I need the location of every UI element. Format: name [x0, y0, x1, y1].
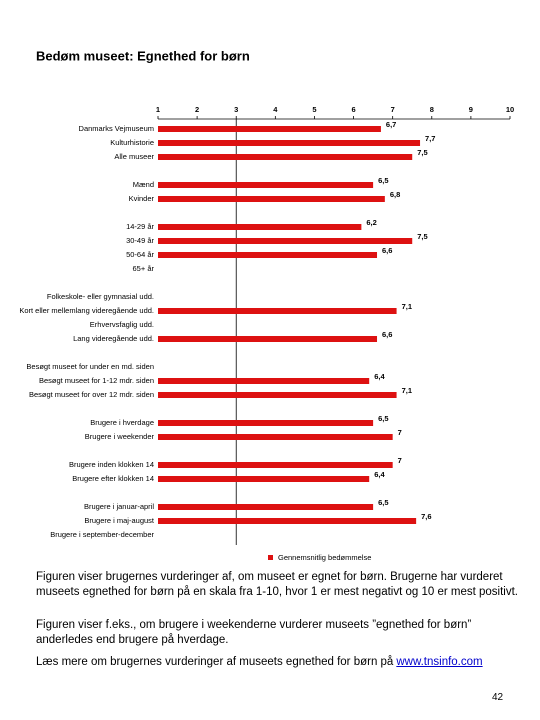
chart: Bedøm museet: Egnethed for børn 1 2 3 4 5 6 7 8…: [19, 48, 514, 562]
y-tick-label: 65+ år: [133, 264, 155, 273]
x-tick-label: 2: [195, 105, 199, 114]
y-tick-label: Alle museer: [114, 152, 154, 161]
link[interactable]: www.tnsinfo.com: [396, 656, 483, 668]
bar: [158, 336, 378, 342]
y-tick-label: Brugere efter klokken 14: [72, 474, 154, 483]
value-label: 7,6: [421, 512, 431, 521]
y-tick-label: Brugere i januar-april: [84, 502, 154, 511]
y-tick-label: Lang videregående udd.: [73, 334, 154, 343]
y-tick-label: Kvinder: [129, 194, 155, 203]
bar: [158, 462, 393, 468]
value-label: 7: [398, 428, 402, 437]
value-label: 6,2: [366, 218, 376, 227]
bar: [158, 434, 393, 440]
value-label: 7,1: [402, 302, 412, 311]
value-label: 7,5: [417, 232, 427, 241]
y-tick-label: Brugere i maj-august: [84, 516, 155, 525]
value-label: 6,4: [374, 470, 385, 479]
value-label: 6,5: [378, 498, 388, 507]
y-tick-label: Besøgt museet for over 12 mdr. siden: [29, 390, 154, 399]
y-tick-label: 50-64 år: [126, 250, 154, 259]
bar: [158, 182, 374, 188]
value-label: 6,5: [378, 414, 388, 423]
paragraph: Figuren viser brugernes vurderinger af, …: [36, 571, 518, 598]
read-more-text: Læs mere om brugernes vurderinger af mus…: [36, 656, 394, 668]
value-label: 7,7: [425, 134, 435, 143]
bar: [158, 196, 385, 202]
y-tick-label: Erhvervsfaglig udd.: [90, 320, 154, 329]
x-tick-label: 1: [156, 105, 160, 114]
bar: [158, 392, 397, 398]
y-tick-label: Besøgt museet for under en md. siden: [26, 362, 154, 371]
bar: [158, 518, 417, 524]
bar: [158, 252, 378, 258]
value-label: 6,5: [378, 176, 388, 185]
x-tick-label: 10: [506, 105, 514, 114]
y-tick-label: Kort eller mellemlang videregående udd.: [19, 306, 154, 315]
value-label: 6,7: [386, 120, 396, 129]
x-tick-label: 5: [312, 105, 316, 114]
bar: [158, 224, 362, 230]
value-label: 6,6: [382, 246, 392, 255]
page-number: 42: [492, 692, 504, 703]
bar: [158, 504, 374, 510]
x-tick-label: 9: [469, 105, 473, 114]
value-label: 7,1: [402, 386, 412, 395]
bar: [158, 126, 381, 132]
y-tick-label: 14-29 år: [126, 222, 154, 231]
value-label: 7,5: [417, 148, 427, 157]
paragraph: Figuren viser f.eks., om brugere i weeke…: [36, 619, 472, 646]
value-label: 6,6: [382, 330, 392, 339]
legend-swatch: [268, 555, 273, 560]
y-tick-label: Brugere i weekender: [85, 432, 155, 441]
y-tick-label: Brugere i september-december: [50, 530, 154, 539]
x-tick-label: 4: [273, 105, 278, 114]
y-tick-label: Brugere i hverdage: [90, 418, 154, 427]
x-tick-label: 8: [430, 105, 434, 114]
bar: [158, 308, 397, 314]
chart-title: Bedøm museet: Egnethed for børn: [36, 48, 250, 63]
y-tick-label: Besøgt museet for 1-12 mdr. siden: [39, 376, 154, 385]
bar: [158, 378, 370, 384]
bar: [158, 420, 374, 426]
y-tick-label: 30-49 år: [126, 236, 154, 245]
value-label: 7: [398, 456, 402, 465]
bar: [158, 154, 413, 160]
bar: [158, 476, 370, 482]
read-more: Læs mere om brugernes vurderinger af mus…: [36, 655, 526, 670]
y-tick-label: Kulturhistorie: [110, 138, 154, 147]
x-tick-label: 3: [234, 105, 238, 114]
y-tick-label: Folkeskole- eller gymnasial udd.: [47, 292, 154, 301]
bar: [158, 140, 421, 146]
legend-label: Gennemsnitlig bedømmelse: [278, 553, 371, 562]
y-tick-label: Brugere inden klokken 14: [69, 460, 154, 469]
y-tick-label: Danmarks Vejmuseum: [79, 124, 154, 133]
y-tick-label: Mænd: [133, 180, 154, 189]
x-tick-label: 6: [351, 105, 355, 114]
value-label: 6,4: [374, 372, 385, 381]
value-label: 6,8: [390, 190, 400, 199]
x-tick-label: 7: [391, 105, 395, 114]
bar: [158, 238, 413, 244]
